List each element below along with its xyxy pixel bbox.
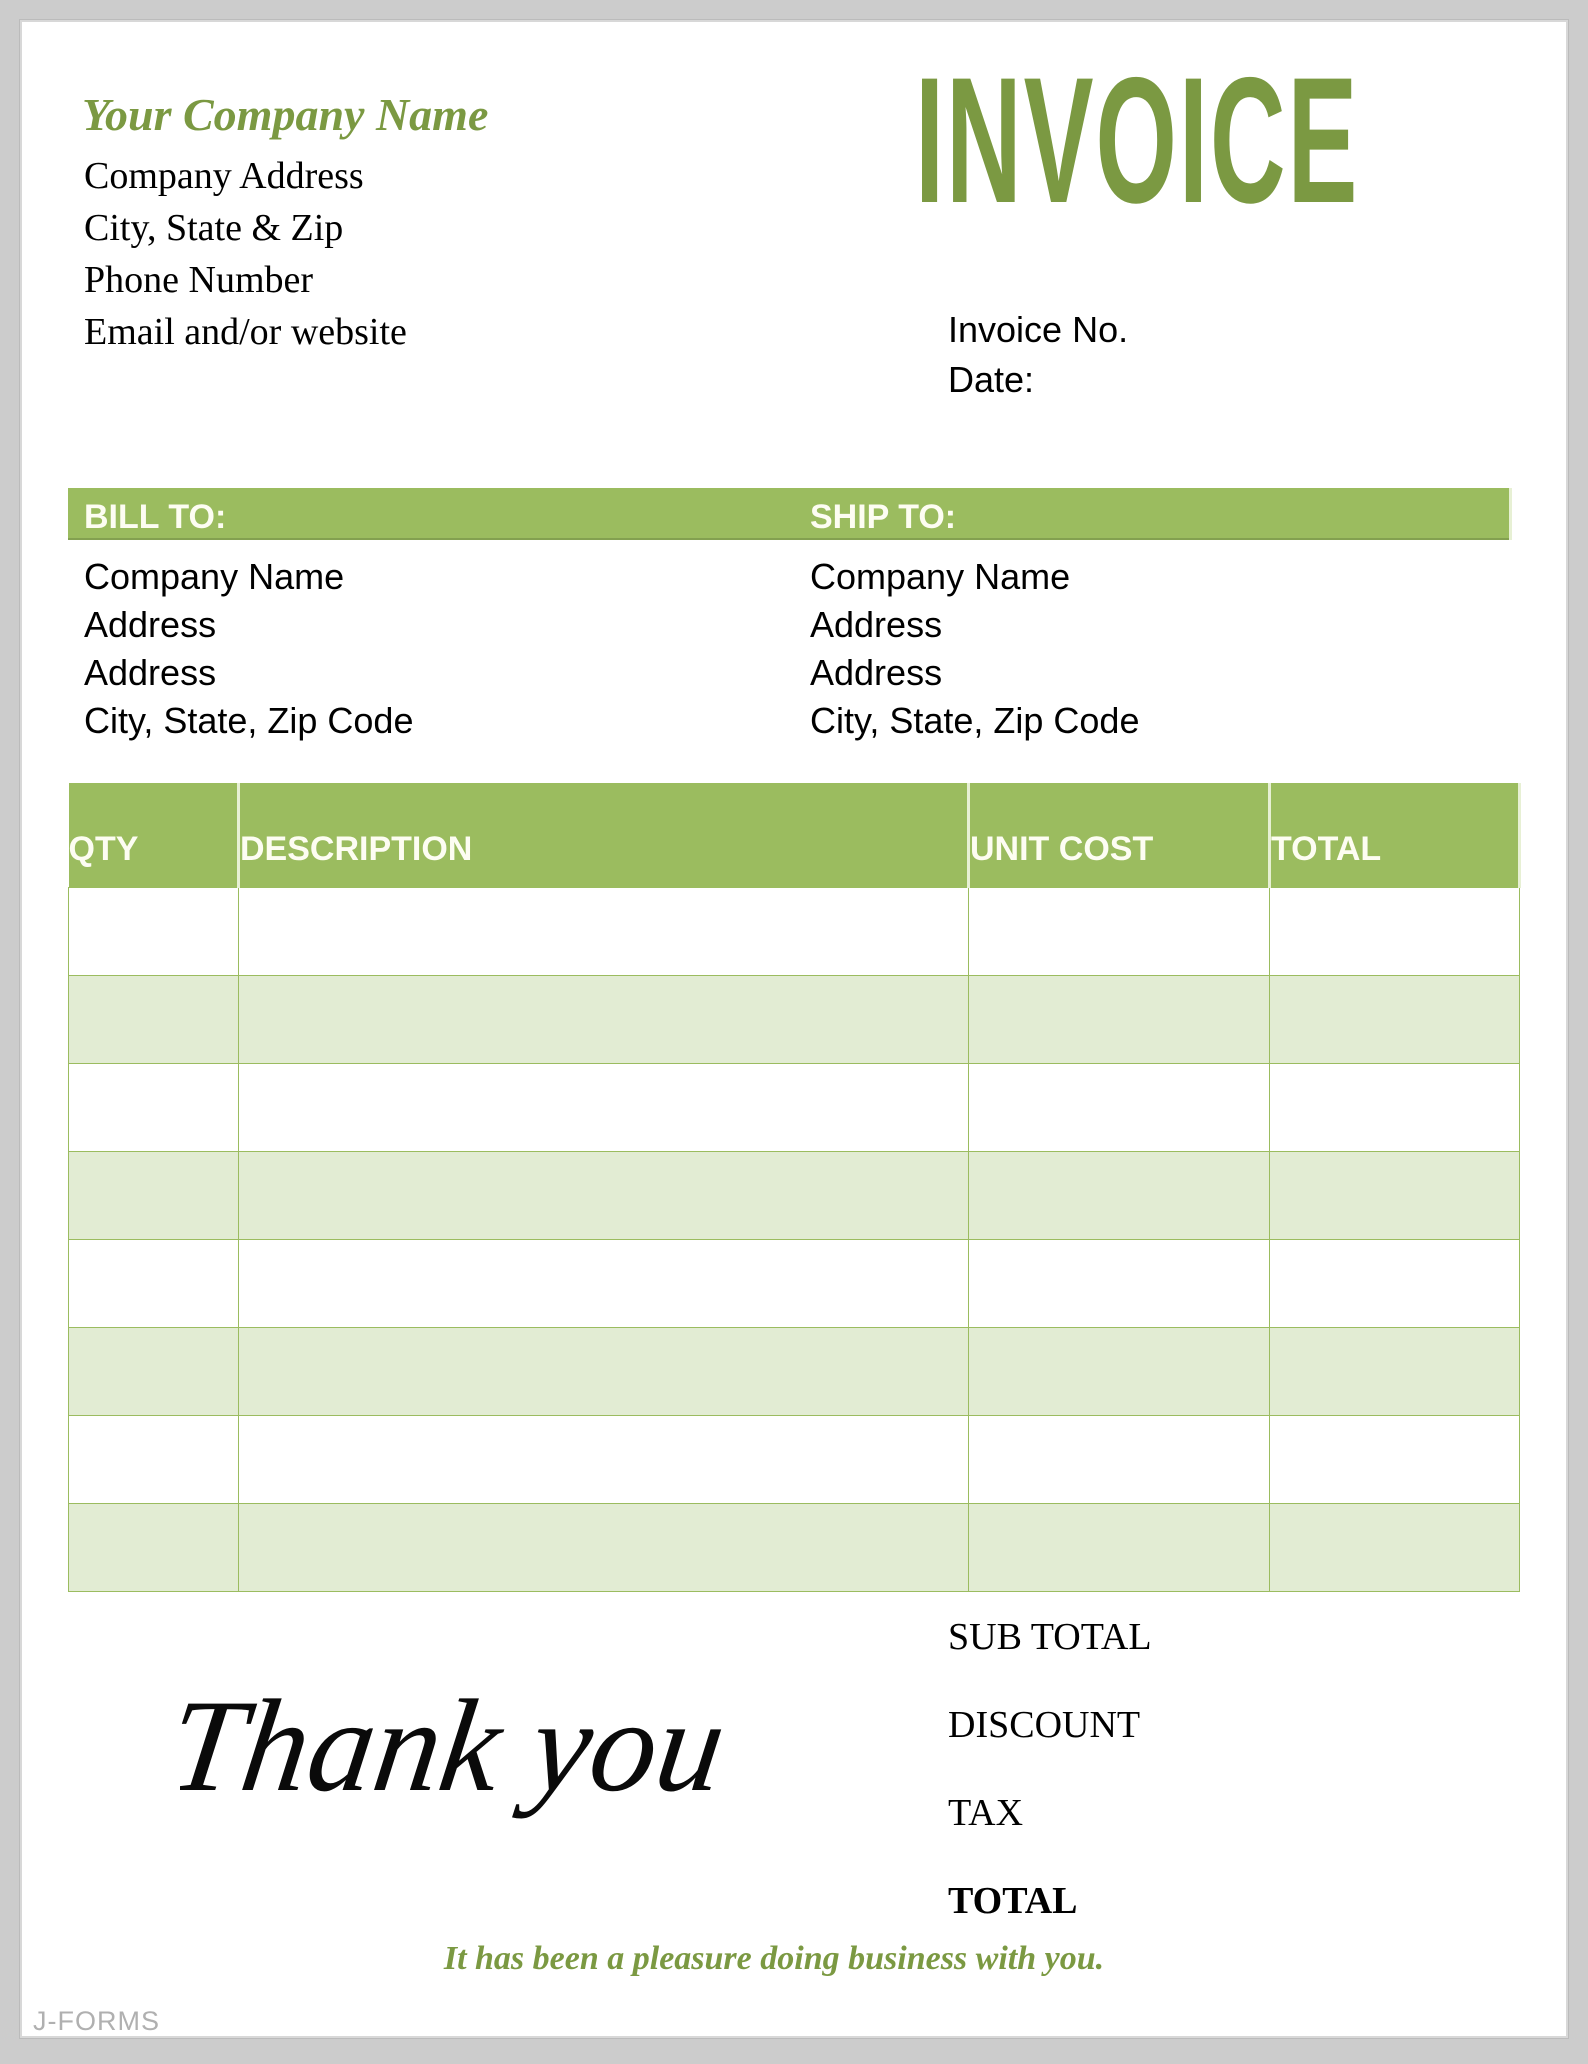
svg-text:Thank you: Thank you bbox=[180, 1673, 734, 1819]
